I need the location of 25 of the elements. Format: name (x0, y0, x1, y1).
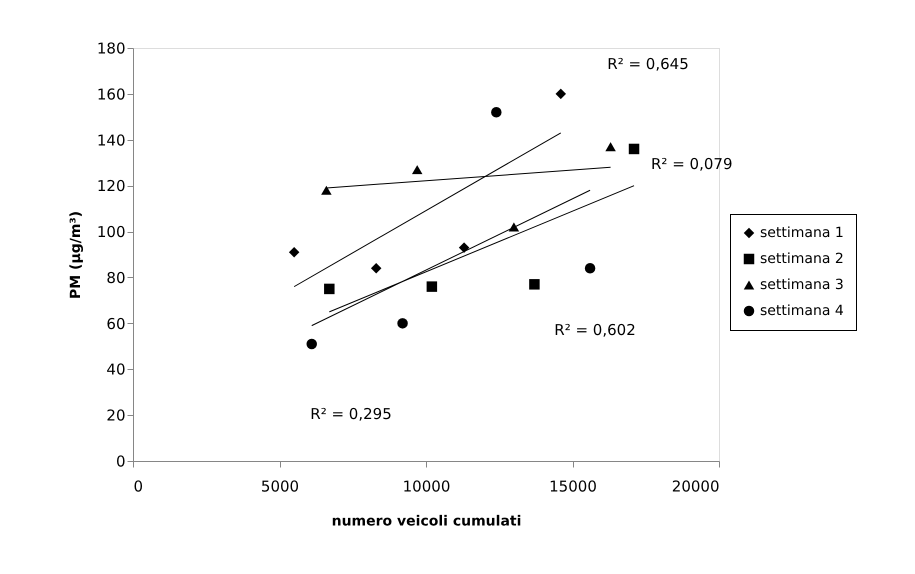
legend-label: settimana 4 (760, 303, 844, 319)
y-tick-label: 180 (96, 40, 126, 58)
annotation: R² = 0,602 (554, 321, 636, 339)
x-tick-label: 5000 (260, 478, 300, 496)
y-tick-label: 40 (106, 360, 126, 379)
x-tick-label: 0 (134, 478, 144, 496)
legend-label: settimana 2 (760, 251, 844, 267)
annotation: R² = 0,645 (607, 55, 689, 73)
y-tick-label: 120 (96, 177, 126, 196)
y-tick-label: 20 (106, 406, 126, 425)
y-tick-label: 0 (116, 452, 126, 470)
y-tick-label: 140 (96, 131, 126, 150)
y-tick-label: 160 (96, 85, 126, 104)
x-tick-label: 10000 (402, 478, 450, 496)
y-tick-label: 100 (96, 223, 126, 242)
y-tick-label: 80 (106, 268, 126, 287)
y-tick-label: 60 (106, 314, 126, 333)
x-tick-label: 15000 (549, 478, 597, 496)
x-tick-label: 20000 (672, 478, 720, 496)
legend-label: settimana 1 (760, 225, 844, 241)
annotation: R² = 0,295 (310, 405, 392, 423)
y-axis-title: PM (µg/m³) (68, 210, 84, 300)
annotation: R² = 0,079 (651, 155, 732, 173)
legend-label: settimana 3 (760, 277, 844, 293)
x-axis-title: numero veicoli cumulati (332, 514, 522, 530)
